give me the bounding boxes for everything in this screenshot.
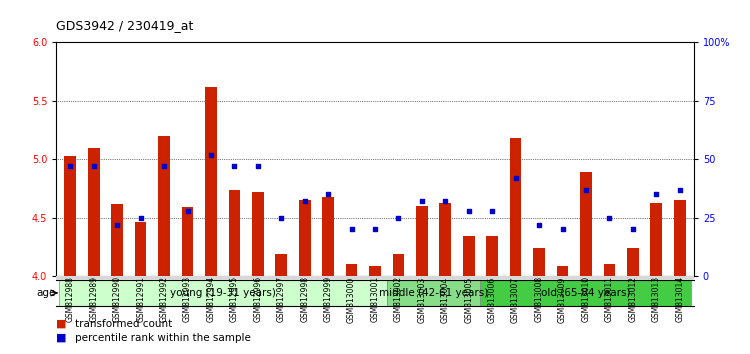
- Text: GSM812993: GSM812993: [183, 276, 192, 322]
- Point: [650, 192, 662, 197]
- Point: [346, 227, 358, 232]
- Bar: [229, 190, 240, 276]
- Bar: [416, 206, 428, 276]
- Text: GSM812995: GSM812995: [230, 276, 238, 322]
- Text: GSM813003: GSM813003: [417, 276, 426, 322]
- Bar: [88, 148, 100, 276]
- Point: [463, 208, 475, 213]
- Text: GSM813010: GSM813010: [581, 276, 590, 322]
- Bar: [463, 236, 475, 276]
- Text: GSM812994: GSM812994: [206, 276, 215, 322]
- Point: [64, 164, 76, 169]
- Point: [205, 152, 217, 158]
- Bar: [158, 136, 170, 276]
- Text: GSM813007: GSM813007: [512, 276, 520, 322]
- Bar: [387, 280, 481, 306]
- Bar: [481, 280, 692, 306]
- Bar: [322, 197, 334, 276]
- Point: [88, 164, 100, 169]
- Bar: [674, 200, 686, 276]
- Bar: [556, 266, 568, 276]
- Point: [416, 199, 428, 204]
- Point: [228, 164, 240, 169]
- Text: GSM813000: GSM813000: [347, 276, 356, 322]
- Text: GSM812997: GSM812997: [277, 276, 286, 322]
- Point: [486, 208, 498, 213]
- Point: [369, 227, 381, 232]
- Point: [580, 187, 592, 193]
- Bar: [627, 248, 639, 276]
- Text: GDS3942 / 230419_at: GDS3942 / 230419_at: [56, 19, 194, 32]
- Text: percentile rank within the sample: percentile rank within the sample: [75, 333, 250, 343]
- Bar: [533, 248, 545, 276]
- Text: GSM813009: GSM813009: [558, 276, 567, 322]
- Point: [392, 215, 404, 221]
- Text: GSM812990: GSM812990: [112, 276, 122, 322]
- Text: GSM813008: GSM813008: [535, 276, 544, 322]
- Text: old (65-84 years): old (65-84 years): [542, 288, 631, 298]
- Text: GSM813001: GSM813001: [370, 276, 380, 322]
- Text: GSM812988: GSM812988: [66, 276, 75, 322]
- Text: GSM812998: GSM812998: [300, 276, 309, 322]
- Bar: [252, 192, 264, 276]
- Text: GSM812992: GSM812992: [160, 276, 169, 322]
- Text: GSM813004: GSM813004: [441, 276, 450, 322]
- Bar: [64, 156, 76, 276]
- Point: [627, 227, 639, 232]
- Bar: [182, 207, 194, 276]
- Text: middle (42-61 years): middle (42-61 years): [379, 288, 488, 298]
- Bar: [650, 202, 662, 276]
- Point: [275, 215, 287, 221]
- Bar: [440, 202, 452, 276]
- Point: [440, 199, 452, 204]
- Point: [322, 192, 334, 197]
- Bar: [111, 204, 123, 276]
- Text: GSM813005: GSM813005: [464, 276, 473, 322]
- Point: [674, 187, 686, 193]
- Bar: [580, 172, 592, 276]
- Point: [135, 215, 147, 221]
- Text: GSM813006: GSM813006: [488, 276, 496, 322]
- Point: [252, 164, 264, 169]
- Text: GSM812991: GSM812991: [136, 276, 146, 322]
- Text: transformed count: transformed count: [75, 319, 172, 329]
- Point: [510, 175, 522, 181]
- Point: [603, 215, 615, 221]
- Text: GSM813012: GSM813012: [628, 276, 638, 322]
- Text: GSM812999: GSM812999: [323, 276, 332, 322]
- Text: young (19-31 years): young (19-31 years): [170, 288, 275, 298]
- Bar: [392, 254, 404, 276]
- Bar: [58, 280, 387, 306]
- Text: GSM813014: GSM813014: [675, 276, 684, 322]
- Bar: [205, 87, 217, 276]
- Point: [111, 222, 123, 228]
- Text: GSM813011: GSM813011: [604, 276, 613, 322]
- Text: age: age: [37, 288, 56, 298]
- Text: GSM812989: GSM812989: [89, 276, 98, 322]
- Bar: [510, 138, 521, 276]
- Text: GSM813013: GSM813013: [652, 276, 661, 322]
- Point: [182, 208, 194, 213]
- Bar: [346, 264, 358, 276]
- Text: GSM813002: GSM813002: [394, 276, 403, 322]
- Text: ■: ■: [56, 319, 67, 329]
- Bar: [298, 200, 310, 276]
- Bar: [369, 266, 381, 276]
- Bar: [135, 222, 146, 276]
- Point: [158, 164, 170, 169]
- Text: ■: ■: [56, 333, 67, 343]
- Text: GSM812996: GSM812996: [254, 276, 262, 322]
- Bar: [604, 264, 615, 276]
- Point: [533, 222, 545, 228]
- Point: [556, 227, 568, 232]
- Bar: [486, 236, 498, 276]
- Point: [298, 199, 310, 204]
- Bar: [275, 254, 287, 276]
